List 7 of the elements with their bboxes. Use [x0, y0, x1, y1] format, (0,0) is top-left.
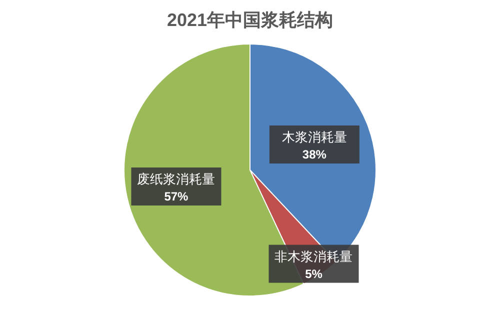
slice-label: 非木浆消耗量: [274, 248, 353, 264]
chart-title: 2021年中国浆耗结构: [166, 10, 334, 30]
data-label: 57%: [164, 189, 189, 204]
slice-label: 废纸浆消耗量: [137, 171, 216, 186]
data-label: 5%: [305, 266, 323, 281]
data-label: 38%: [302, 147, 327, 162]
slice-label: 木浆消耗量: [282, 129, 347, 144]
